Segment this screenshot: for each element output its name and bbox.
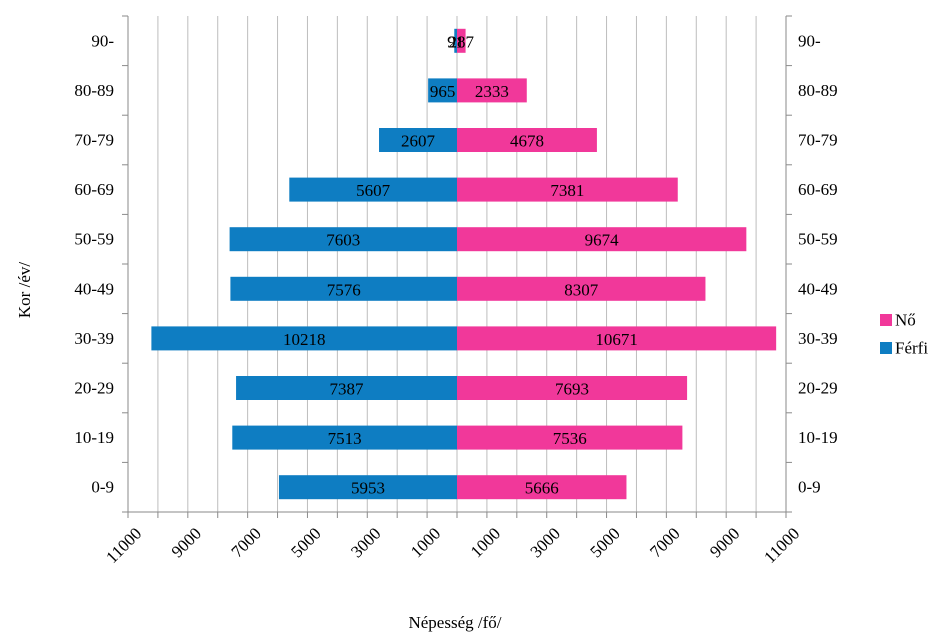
y-tick-label-right: 50-59: [798, 230, 838, 249]
x-tick-label: 5000: [287, 524, 324, 561]
bar-no: [457, 227, 747, 252]
x-tick-label: 1000: [467, 524, 504, 561]
data-label: 10671: [595, 330, 638, 349]
y-tick-label-left: 40-49: [74, 279, 114, 298]
y-tick-label-left: 60-69: [74, 180, 114, 199]
y-tick-label-left: 10-19: [74, 428, 114, 447]
legend-swatch: [880, 314, 892, 326]
y-tick-label-left: 30-39: [74, 329, 114, 348]
y-tick-label-right: 70-79: [798, 131, 838, 150]
bar-ferfi: [151, 326, 457, 351]
bar-no: [457, 475, 627, 500]
y-tick-label-right: 40-49: [798, 279, 838, 298]
x-tick-label: 3000: [347, 524, 384, 561]
data-label: 4678: [510, 132, 544, 151]
data-label: 5953: [351, 479, 385, 498]
bars: [151, 28, 777, 500]
y-tick-label-left: 50-59: [74, 230, 114, 249]
data-label: 8307: [564, 280, 599, 299]
data-label: 2333: [475, 82, 509, 101]
x-tick-label: 1000: [407, 524, 444, 561]
y-tick-label-right: 30-39: [798, 329, 838, 348]
bar-no: [457, 276, 706, 301]
y-tick-label-left: 90-: [91, 31, 114, 50]
data-label: 7693: [555, 380, 589, 399]
y-tick-label-left: 80-89: [74, 81, 114, 100]
x-tick-label: 11000: [760, 524, 803, 567]
x-tick-label: 11000: [102, 524, 145, 567]
bar-no: [457, 425, 683, 450]
data-label: 965: [430, 82, 456, 101]
legend-label: Nő: [895, 311, 916, 330]
y-axis-title: Kor /év/: [15, 262, 34, 318]
data-label: 7536: [553, 429, 587, 448]
y-tick-label-left: 70-79: [74, 131, 114, 150]
x-tick-label: 7000: [646, 524, 683, 561]
x-tick-label: 9000: [706, 524, 743, 561]
bar-ferfi: [428, 78, 457, 103]
bar-ferfi: [379, 128, 457, 152]
data-label: 7387: [330, 380, 365, 399]
y-tick-label-right: 0-9: [798, 478, 821, 497]
y-tick-label-right: 90-: [798, 31, 821, 50]
data-label: 9674: [585, 231, 620, 250]
bar-no: [457, 78, 527, 103]
x-axis-title: Népesség /fő/: [408, 613, 501, 632]
data-label: 7603: [326, 231, 360, 250]
bar-no: [457, 28, 466, 53]
y-tick-label-right: 60-69: [798, 180, 838, 199]
data-label: 10218: [283, 330, 326, 349]
data-label: 5666: [525, 479, 559, 498]
x-tick-label: 9000: [168, 524, 205, 561]
data-label: 5607: [356, 181, 391, 200]
data-label: 7381: [550, 181, 584, 200]
bar-ferfi: [230, 276, 457, 301]
data-label: 7576: [327, 280, 361, 299]
x-tick-label: 5000: [586, 524, 623, 561]
x-tick-label: 7000: [227, 524, 264, 561]
data-labels: 5953 7513 7387 10218 7576 7603 5607 2607 965 91 56…: [283, 32, 638, 497]
data-label: 2607: [401, 132, 436, 151]
bar-ferfi: [278, 475, 457, 500]
axes: [122, 15, 792, 518]
bar-ferfi: [454, 28, 457, 53]
y-tick-label-right: 80-89: [798, 81, 838, 100]
bar-no: [457, 376, 688, 400]
bar-no: [457, 326, 777, 351]
legend: Nő Férfi: [880, 311, 928, 358]
y-tick-label-left: 0-9: [91, 478, 114, 497]
bar-no: [457, 128, 597, 152]
bar-no: [457, 177, 678, 202]
data-label: 7513: [328, 429, 362, 448]
data-label: 91: [447, 32, 464, 51]
legend-label: Férfi: [895, 339, 928, 358]
bar-ferfi: [229, 227, 457, 252]
y-tick-label-left: 20-29: [74, 379, 114, 398]
data-label: 287: [449, 32, 475, 51]
bar-ferfi: [289, 177, 457, 202]
legend-swatch: [880, 342, 892, 354]
bar-ferfi: [236, 376, 457, 400]
x-tick-label: 3000: [527, 524, 564, 561]
y-tick-label-right: 20-29: [798, 379, 838, 398]
y-tick-label-right: 10-19: [798, 428, 838, 447]
bar-ferfi: [232, 425, 457, 450]
